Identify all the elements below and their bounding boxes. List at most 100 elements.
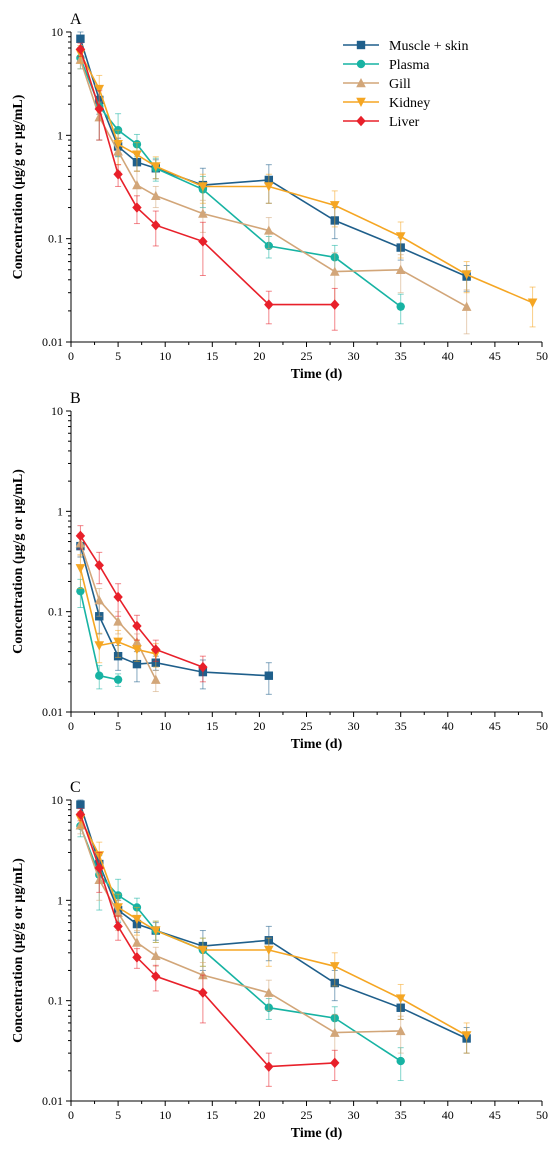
data-point (198, 661, 208, 673)
data-point (151, 644, 161, 655)
data-point (95, 671, 104, 680)
series-kidney-c (75, 810, 472, 1054)
data-point (264, 182, 274, 192)
data-point (76, 800, 85, 809)
x-tick-label: 45 (489, 1108, 501, 1122)
x-tick-label: 5 (115, 719, 121, 733)
y-axis-title: Concentration (μg/g or μg/mL) (11, 858, 26, 1043)
y-axis-title: Concentration (μg/g or μg/mL) (11, 94, 26, 279)
data-point (94, 641, 105, 651)
legend-label: Gill (389, 77, 411, 92)
data-point (198, 236, 208, 247)
y-tick-label: 0.1 (48, 232, 63, 246)
series-plasma-c (76, 816, 405, 1082)
data-point (113, 921, 123, 932)
legend-marker (356, 40, 366, 50)
x-tick-label: 50 (536, 719, 548, 733)
data-point (94, 84, 105, 95)
data-point (395, 232, 406, 242)
data-point (113, 675, 123, 684)
data-point (527, 298, 538, 308)
panel-a: 0 5 10 15 20 25 30 35 40 45 50 0.01 0.1 1 10 Time (d) Co… (11, 11, 548, 382)
y-tick-label: 10 (51, 793, 63, 807)
y-tick-label: 0.01 (42, 335, 63, 349)
data-point (150, 674, 161, 684)
data-point (94, 862, 104, 874)
legend-item-liver: Liver (343, 115, 420, 130)
data-point (75, 530, 86, 542)
data-point (113, 169, 123, 180)
y-tick-label: 0.1 (48, 605, 63, 619)
data-point (329, 962, 340, 972)
x-tick-label: 0 (68, 349, 74, 363)
data-point (395, 264, 406, 274)
x-axis-title: Time (d) (291, 367, 343, 382)
data-point (113, 903, 123, 913)
data-point (76, 586, 85, 596)
series-line-gill (79, 825, 401, 1034)
data-point (132, 202, 142, 213)
data-point (76, 34, 85, 43)
panel-c: 0 5 10 15 20 25 30 35 40 45 50 0.01 0.1 1 10 Time (d) Co… (11, 779, 548, 1141)
data-point (198, 208, 208, 218)
legend-label: Kidney (389, 96, 430, 111)
series-line-muscle-skin (79, 804, 467, 1040)
legend-label: Liver (389, 115, 420, 130)
y-tick-label: 10 (51, 25, 63, 39)
x-tick-label: 45 (489, 719, 501, 733)
series-liver-a (75, 42, 340, 331)
x-tick-label: 45 (489, 349, 501, 363)
legend-marker (356, 59, 366, 69)
series-gill-c (75, 817, 406, 1066)
data-point (461, 301, 472, 311)
data-point (461, 270, 472, 280)
x-tick-label: 40 (442, 719, 454, 733)
x-tick-label: 15 (206, 349, 218, 363)
x-tick-label: 40 (442, 349, 454, 363)
data-point (113, 637, 123, 647)
series-liver-c (75, 808, 340, 1087)
series-line-liver (79, 814, 335, 1068)
y-tick-label: 0.01 (42, 705, 63, 719)
x-tick-label: 30 (348, 349, 360, 363)
x-axis-title: Time (d) (291, 1126, 343, 1141)
data-point (198, 182, 208, 192)
legend-label: Plasma (389, 58, 430, 73)
x-tick-label: 20 (253, 349, 265, 363)
x-tick-label: 25 (301, 349, 313, 363)
legend-item-kidney: Kidney (343, 96, 430, 111)
data-point (132, 150, 142, 160)
y-tick-label: 0.01 (42, 1094, 63, 1108)
legend: Muscle + skin Plasma Gill Kidney Liver (343, 39, 468, 130)
data-point (113, 140, 123, 150)
data-point (330, 299, 340, 310)
x-tick-label: 35 (395, 1108, 407, 1122)
data-point (94, 560, 104, 571)
panel-label: B (70, 390, 81, 407)
x-tick-label: 20 (253, 719, 265, 733)
x-axis-title: Time (d) (291, 737, 343, 752)
data-point (150, 950, 161, 961)
panel-label: C (70, 779, 81, 796)
data-point (132, 645, 142, 655)
data-point (132, 952, 142, 963)
data-point (264, 299, 274, 310)
y-tick-label: 0.1 (48, 994, 63, 1008)
data-point (150, 190, 161, 200)
data-point (396, 1056, 405, 1066)
x-tick-label: 25 (301, 719, 313, 733)
series-muscle-skin-b (76, 536, 274, 695)
x-tick-label: 20 (253, 1108, 265, 1122)
data-point (396, 302, 405, 311)
x-tick-label: 35 (395, 719, 407, 733)
data-point (461, 1031, 472, 1041)
data-point (94, 595, 105, 605)
data-point (198, 987, 208, 998)
x-tick-label: 10 (159, 719, 171, 733)
series-kidney-a (75, 45, 538, 328)
y-tick-label: 10 (51, 404, 63, 418)
x-tick-label: 25 (301, 1108, 313, 1122)
legend-label: Muscle + skin (389, 39, 468, 54)
data-point (329, 266, 340, 276)
